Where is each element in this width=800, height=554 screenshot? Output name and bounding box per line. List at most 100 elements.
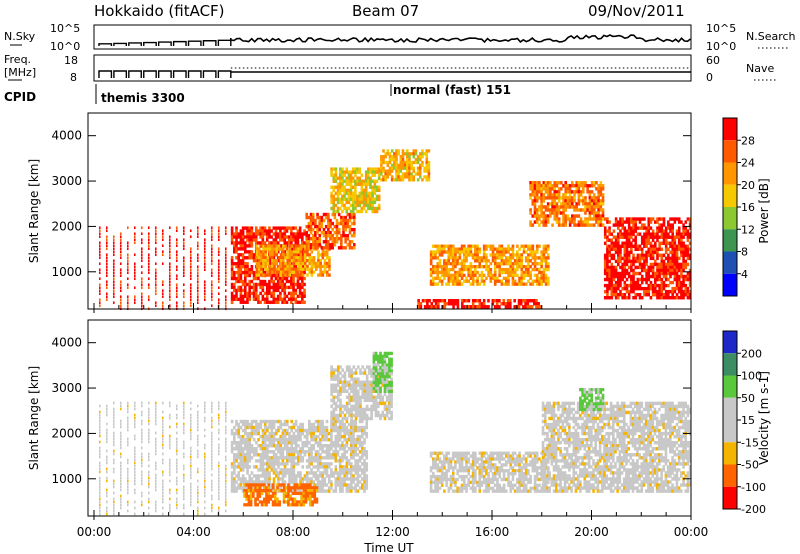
heatmap-cell: [275, 244, 279, 248]
heatmap-cell: [299, 428, 302, 433]
heatmap-cell: [489, 273, 493, 278]
heatmap-cell: [126, 298, 129, 302]
heatmap-cell: [388, 155, 392, 159]
heatmap-cell: [371, 170, 374, 174]
heatmap-cell: [293, 256, 296, 260]
heatmap-cell: [203, 512, 206, 516]
heatmap-cell: [254, 297, 258, 301]
heatmap-cell: [568, 187, 572, 191]
heatmap-cell: [105, 470, 108, 474]
heatmap-cell: [303, 244, 307, 248]
heatmap-cell: [362, 203, 366, 208]
heatmap-cell: [636, 259, 640, 264]
heatmap-cell: [485, 259, 488, 263]
heatmap-cell: [634, 259, 637, 264]
heatmap-cell: [493, 282, 497, 286]
heatmap-cell: [282, 267, 285, 271]
heatmap-cell: [414, 160, 418, 165]
heatmap-cell: [295, 256, 298, 260]
heatmap-cell: [557, 223, 561, 227]
heatmap-cell: [154, 271, 157, 275]
heatmap-cell: [588, 190, 592, 194]
heatmap-cell: [272, 282, 276, 287]
heatmap-cell: [418, 169, 422, 173]
heatmap-cell: [616, 220, 620, 224]
heatmap-cell: [147, 422, 150, 426]
heatmap-cell: [682, 274, 685, 279]
heatmap-cell: [660, 217, 664, 221]
heatmap-cell: [259, 434, 263, 439]
heatmap-cell: [345, 170, 349, 174]
heatmap-cell: [252, 465, 256, 469]
heatmap-cell: [203, 229, 206, 233]
heatmap-cell: [595, 181, 598, 185]
heatmap-cell: [653, 262, 657, 267]
heatmap-cell: [182, 506, 185, 510]
heatmap-cell: [438, 279, 442, 283]
heatmap-cell: [233, 465, 236, 469]
heatmap-cell: [630, 280, 633, 285]
heatmap-cell: [367, 197, 370, 202]
heatmap-cell: [168, 488, 171, 492]
heatmap-cell: [658, 262, 661, 267]
heatmap-cell: [588, 202, 592, 206]
heatmap-cell: [299, 270, 303, 274]
heatmap-cell: [112, 407, 115, 411]
freq-tick-bottom: 8: [70, 71, 77, 84]
heatmap-cell: [562, 217, 565, 221]
heatmap-cell: [259, 422, 263, 427]
heatmap-cell: [324, 230, 328, 235]
heatmap-cell: [292, 477, 296, 481]
heatmap-cell: [669, 289, 672, 294]
heatmap-cell: [270, 279, 273, 284]
heatmap-cell: [243, 244, 247, 248]
heatmap-cell: [175, 449, 178, 453]
heatmap-cell: [686, 295, 690, 300]
heatmap-cell: [520, 253, 524, 257]
heatmap-cell: [557, 193, 561, 197]
heatmap-cell: [371, 197, 374, 202]
heatmap-cell: [518, 256, 521, 260]
heatmap-cell: [298, 288, 302, 293]
heatmap-cell: [474, 244, 477, 248]
heatmap-cell: [535, 193, 539, 197]
heatmap-cell: [429, 273, 433, 278]
heatmap-cell: [653, 250, 657, 255]
heatmap-cell: [217, 301, 220, 305]
heatmap-cell: [105, 509, 108, 513]
heatmap-cell: [660, 265, 664, 270]
heatmap-cell: [636, 292, 640, 297]
heatmap-cell: [266, 471, 269, 475]
heatmap-cell: [323, 253, 327, 257]
heatmap-cell: [553, 196, 557, 200]
heatmap-cell: [154, 473, 157, 477]
heatmap-cell: [217, 509, 220, 513]
heatmap-cell: [308, 256, 311, 260]
heatmap-cell: [246, 270, 249, 275]
heatmap-cell: [203, 464, 206, 468]
heatmap-cell: [500, 250, 504, 254]
heatmap-cell: [662, 259, 666, 264]
heatmap-cell: [233, 462, 236, 466]
heatmap-cell: [619, 235, 622, 239]
heatmap-cell: [542, 250, 546, 254]
heatmap-cell: [354, 167, 357, 171]
heatmap-cell: [664, 241, 668, 245]
heatmap-cell: [161, 301, 164, 305]
heatmap-cell: [250, 419, 254, 424]
heatmap-cell: [133, 253, 136, 257]
heatmap-cell: [544, 259, 548, 263]
heatmap-cell: [584, 205, 587, 209]
heatmap-cell: [189, 262, 192, 266]
heatmap-cell: [408, 178, 411, 182]
heatmap-cell: [239, 425, 243, 430]
heatmap-cell: [538, 181, 541, 185]
heatmap-cell: [603, 232, 607, 236]
heatmap-cell: [588, 199, 592, 203]
heatmap-cell: [507, 276, 510, 280]
heatmap-cell: [557, 205, 561, 209]
heatmap-cell: [619, 250, 622, 255]
heatmap-cell: [560, 196, 563, 200]
heatmap-cell: [564, 196, 568, 200]
heatmap-cell: [265, 235, 269, 239]
